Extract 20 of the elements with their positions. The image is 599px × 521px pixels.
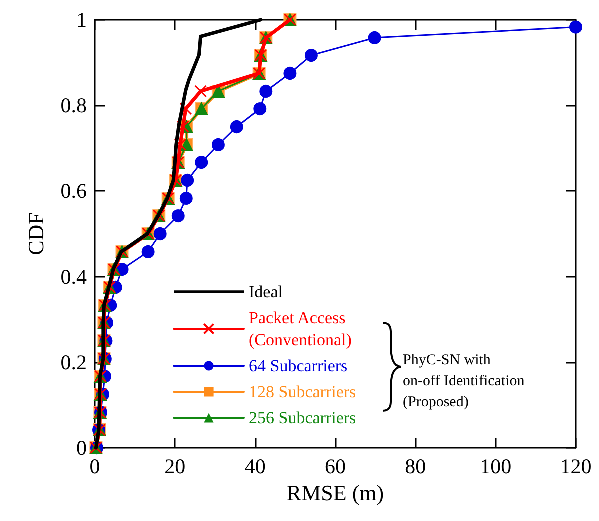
legend-label: Ideal: [249, 282, 284, 302]
x-tick-label: 40: [244, 454, 266, 478]
legend-label: 128 Subcarriers: [249, 382, 356, 402]
x-tick-label: 20: [164, 454, 186, 478]
x-tick-label: 60: [325, 454, 346, 478]
x-tick-label: 120: [560, 454, 592, 478]
y-tick-label: 0.8: [60, 94, 87, 118]
y-tick-label: 0.2: [60, 350, 87, 374]
legend-label: 64 Subcarriers: [249, 356, 348, 376]
x-axis-title: RMSE (m): [286, 480, 384, 506]
y-tick-label: 1: [76, 8, 87, 32]
y-tick-label: 0.6: [60, 179, 87, 204]
annotation: PhyC-SN with on-off Identification (Proposed): [403, 352, 526, 410]
x-tick-label: 80: [405, 454, 426, 478]
y-tick-label: 0.4: [60, 264, 88, 289]
y-axis-title: CDF: [24, 212, 48, 256]
legend-label: 256 Subcarriers: [249, 408, 356, 428]
y-tick-label: 0: [76, 436, 87, 460]
legend-label: Packet Access (Conventional): [249, 308, 352, 350]
x-tick-label: 100: [480, 454, 512, 478]
